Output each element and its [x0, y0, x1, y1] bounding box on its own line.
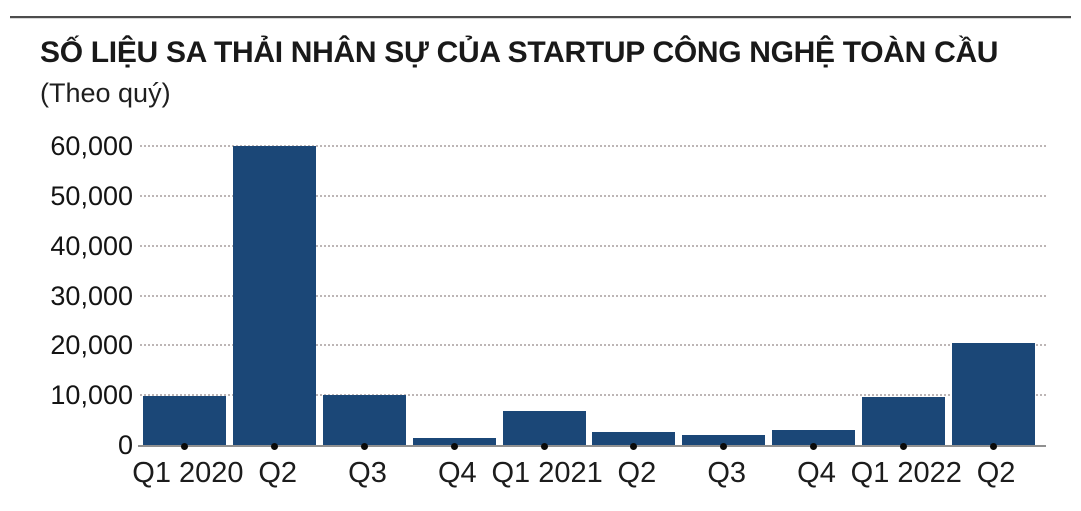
x-tick-label-q4-7: Q4	[797, 457, 836, 489]
chart-title: SỐ LIỆU SA THẢI NHÂN SỰ CỦA STARTUP CÔNG…	[40, 36, 999, 69]
bar-q2-5	[592, 431, 676, 445]
y-tick-label-10000: 10,000	[50, 380, 133, 411]
x-tick-dot-5	[630, 442, 638, 450]
x-axis-line	[138, 445, 1046, 447]
y-tick-label-40000: 40,000	[50, 230, 133, 261]
gridline-20000	[140, 344, 1046, 347]
gridline-40000	[140, 244, 1046, 247]
bar-q3-6	[682, 435, 766, 445]
x-tick-dot-4	[540, 442, 548, 450]
bar-q4-7	[772, 429, 855, 445]
bar-q4-3	[412, 438, 496, 445]
gridline-50000	[140, 194, 1046, 197]
y-tick-label-30000: 30,000	[50, 280, 133, 311]
x-tick-label-q2-5: Q2	[617, 457, 657, 489]
x-tick-label-q3-2: Q3	[348, 457, 387, 489]
top-divider-rule	[10, 16, 1071, 19]
x-tick-label-q1-2022-8: Q1 2022	[850, 457, 962, 489]
x-tick-dot-6	[720, 442, 728, 450]
y-tick-label-0: 0	[117, 430, 133, 460]
x-tick-dot-8	[899, 442, 907, 450]
gridline-60000	[140, 145, 1046, 147]
x-tick-label-q2-9: Q2	[976, 457, 1016, 489]
x-tick-dot-1	[271, 442, 279, 450]
x-tick-label-q3-6: Q3	[707, 457, 747, 489]
x-tick-label-q4-3: Q4	[437, 457, 477, 489]
y-tick-label-50000: 50,000	[50, 180, 133, 211]
x-tick-dot-3	[450, 442, 458, 450]
chart-subtitle: (Theo quý)	[40, 78, 171, 108]
bar-q2-9	[951, 342, 1035, 445]
gridline-30000	[140, 294, 1046, 297]
y-tick-label-60000: 60,000	[50, 131, 133, 161]
x-tick-label-q2-1: Q2	[258, 457, 298, 489]
bar-q1-2022-8	[861, 396, 945, 445]
bar-q3-2	[323, 395, 406, 445]
x-tick-dot-7	[810, 442, 817, 450]
x-tick-dot-2	[361, 442, 368, 450]
gridline-10000	[140, 394, 1046, 397]
bar-q1-2020-0	[143, 396, 227, 445]
x-tick-label-q1-2021-4: Q1 2021	[491, 457, 603, 489]
x-tick-dot-0	[181, 442, 189, 450]
bar-q2-1	[233, 146, 317, 445]
y-tick-label-20000: 20,000	[50, 330, 133, 361]
x-tick-dot-9	[989, 442, 997, 450]
x-tick-label-q1-2020-0: Q1 2020	[132, 457, 244, 489]
bar-q1-2021-4	[502, 411, 586, 445]
